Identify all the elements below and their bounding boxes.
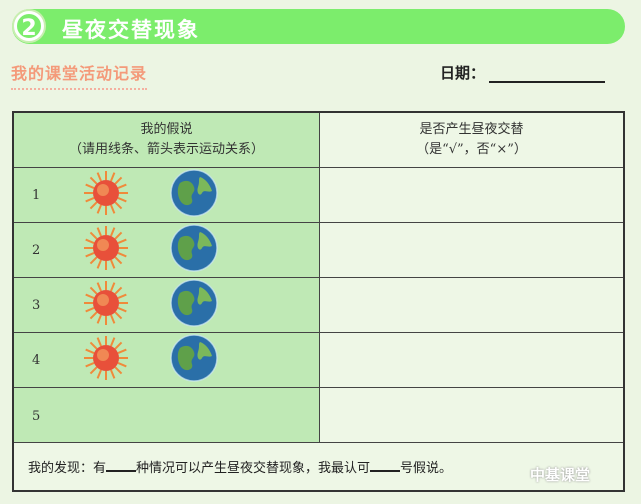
findings-text: 种情况可以产生昼夜交替现象，我最认可	[136, 461, 371, 476]
table-row: 5	[12, 387, 625, 443]
header-subtext: （请用线条、箭头表示运动关系）	[68, 142, 264, 157]
result-cell[interactable]	[319, 332, 625, 388]
header-subtext: （是“√”，否“×”）	[416, 142, 527, 157]
findings-text: 我的发现：有	[28, 461, 107, 476]
header-result: 是否产生昼夜交替 （是“√”，否“×”）	[319, 111, 625, 168]
header-hypothesis: 我的假说 （请用线条、箭头表示运动关系）	[12, 111, 320, 168]
header-text: 我的假说	[140, 122, 193, 137]
table-row: 3	[12, 277, 625, 333]
result-cell[interactable]	[319, 277, 625, 333]
findings-text: 号假说。	[400, 461, 453, 476]
sun-icon	[82, 224, 130, 276]
watermark: 中基课堂	[530, 466, 591, 484]
record-table: 我的假说 （请用线条、箭头表示运动关系） 是否产生昼夜交替 （是“√”，否“×”） …	[12, 111, 625, 492]
row-number: 4	[32, 352, 41, 368]
row-number: 2	[32, 242, 41, 258]
table-row: 4	[12, 332, 625, 388]
date-label: 日期：	[440, 64, 486, 82]
earth-icon	[170, 224, 218, 276]
blank[interactable]	[106, 470, 137, 472]
hypothesis-cell[interactable]: 2	[12, 222, 320, 278]
hypothesis-cell[interactable]: 5	[12, 387, 320, 443]
findings: 我的发现：有 种情况可以产生昼夜交替现象，我最认可 号假说。	[12, 442, 625, 492]
sun-icon	[82, 279, 130, 331]
earth-icon	[170, 334, 218, 386]
section-number: 2	[14, 11, 44, 41]
hypothesis-cell[interactable]: 1	[12, 167, 320, 223]
section-title: 昼夜交替现象	[62, 18, 200, 42]
hypothesis-cell[interactable]: 3	[12, 277, 320, 333]
result-cell[interactable]	[319, 387, 625, 443]
table-row: 1	[12, 167, 625, 223]
row-number: 5	[32, 408, 41, 424]
row-number: 3	[32, 297, 41, 313]
result-cell[interactable]	[319, 167, 625, 223]
table-row: 2	[12, 222, 625, 278]
blank[interactable]	[370, 470, 401, 472]
row-number: 1	[32, 187, 41, 203]
sun-icon	[82, 334, 130, 386]
record-title: 我的课堂活动记录	[11, 60, 148, 90]
earth-icon	[170, 169, 218, 221]
hypothesis-cell[interactable]: 4	[12, 332, 320, 388]
sun-icon	[82, 169, 130, 221]
result-cell[interactable]	[319, 222, 625, 278]
earth-icon	[170, 279, 218, 331]
date-blank[interactable]	[489, 81, 606, 83]
date-field: 日期：	[440, 62, 606, 83]
header-text: 是否产生昼夜交替	[419, 122, 524, 137]
section-banner	[12, 9, 625, 44]
